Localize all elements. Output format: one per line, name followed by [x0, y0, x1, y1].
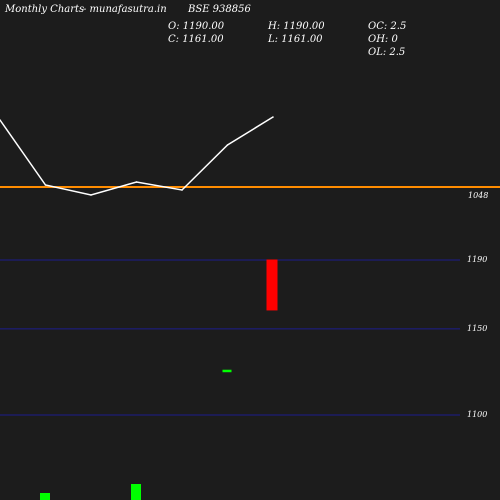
y-tick-label: 1150 [467, 323, 488, 333]
brand-title: Monthly Charts [5, 4, 85, 15]
close-value: C: 1161.00 [168, 34, 224, 45]
candle [222, 369, 232, 373]
y-tick-label: 1100 [467, 410, 488, 419]
price-point [226, 144, 229, 146]
reference-line-label: 1048 [468, 191, 489, 200]
site-name: - munafasutra.in [83, 4, 167, 15]
low-value: L: 1161.00 [268, 34, 323, 45]
oc-value: OC: 2.5 [368, 21, 407, 32]
price-point [44, 184, 47, 186]
symbol-label: BSE 938856 [188, 4, 251, 15]
y-tick-label: 1190 [467, 255, 488, 264]
volume-bar [40, 493, 50, 500]
price-point [90, 194, 92, 196]
price-point [0, 119, 1, 121]
volume-bar [131, 484, 141, 500]
open-value: O: 1190.00 [168, 21, 225, 32]
price-point [272, 116, 274, 118]
price-line [0, 116, 274, 196]
oh-value: OH: 0 [368, 34, 398, 45]
price-point [135, 181, 138, 183]
high-value: H: 1190.00 [268, 21, 325, 32]
ol-value: OL: 2.5 [368, 47, 406, 58]
candle [266, 259, 278, 311]
price-point [181, 189, 183, 191]
